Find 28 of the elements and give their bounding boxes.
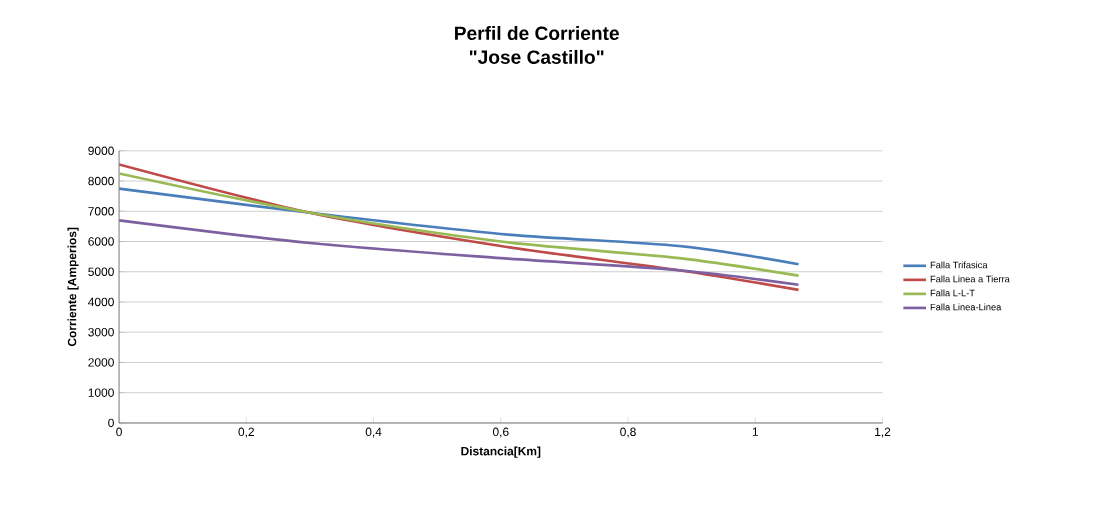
legend-label: Falla Trifasica [930, 261, 988, 269]
y-tick-label: 6000 [88, 237, 114, 246]
y-tick-label: 1000 [88, 388, 114, 397]
x-tick-label: 0,6 [492, 427, 509, 438]
y-tick-label: 8000 [88, 176, 114, 186]
x-tick-label: 0 [116, 427, 122, 437]
chart-subtitle: "Jose Castillo" [469, 49, 604, 64]
x-tick-label: 0,8 [620, 427, 636, 438]
legend-label: Falla Linea-Linea [930, 303, 1002, 311]
y-tick-label: 0 [108, 418, 114, 428]
line-series [119, 187, 800, 266]
y-axis-title: Corriente [Amperios] [67, 227, 79, 347]
line-series [119, 218, 800, 287]
y-tick-label: 3000 [88, 327, 114, 337]
x-tick-label: 0,4 [365, 427, 382, 438]
chart-title: Perfil de Corriente [455, 25, 619, 41]
line-series [119, 172, 800, 277]
x-tick-label: 0,2 [238, 427, 254, 438]
y-tick-label: 2000 [88, 358, 114, 367]
y-tick-label: 4000 [88, 297, 114, 307]
legend-label: Falla L-L-T [930, 289, 975, 297]
y-tick-label: 9000 [88, 146, 114, 156]
y-tick-label: 5000 [88, 267, 114, 276]
y-tick-label: 7000 [88, 207, 114, 216]
x-tick-label: 1,2 [875, 427, 891, 438]
legend-label: Falla Linea a Tierra [930, 275, 1010, 283]
x-tick-label: 1 [752, 427, 758, 436]
x-axis-title: Distancia[Km] [461, 446, 541, 458]
